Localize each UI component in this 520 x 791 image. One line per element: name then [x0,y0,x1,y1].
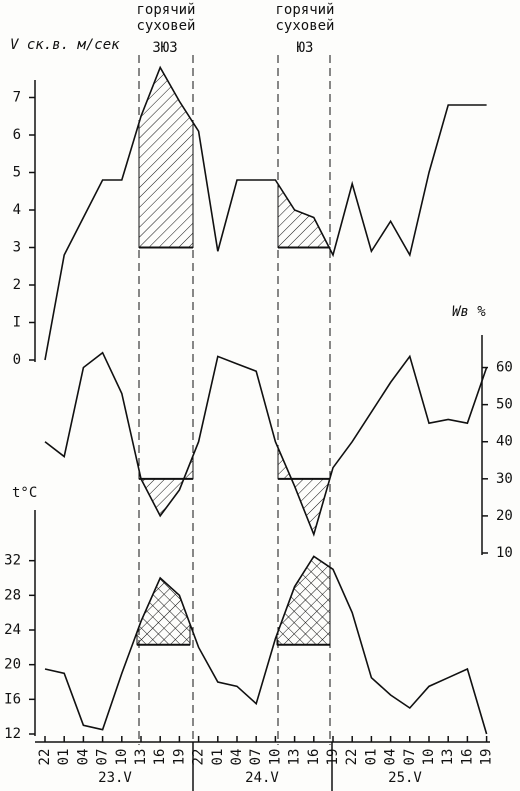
y-axis-label: t°C [12,485,37,501]
x-tick-label: 19 [479,749,495,766]
y-tick-label: 5 [13,165,21,181]
annotation: горячий [136,2,195,18]
x-tick-label: 07 [248,749,264,766]
y-tick-label: 0 [13,352,21,368]
annotation: горячий [275,2,334,18]
wind-direction: ЮЗ [297,40,314,56]
x-tick-label: 16 [152,749,168,766]
annotation: суховей [136,18,195,34]
x-tick-label: 22 [37,749,53,766]
x-tick-label: 04 [229,749,245,766]
y-axis-label: Wв % [452,304,486,320]
x-tick-label: 22 [191,749,207,766]
x-tick-label: 10 [114,749,130,766]
y-tick-label: 10 [496,545,513,561]
y-tick-label: 12 [4,726,21,742]
y-tick-label: 20 [496,508,513,524]
y-tick-label: 20 [4,657,21,673]
y-tick-label: 60 [496,360,513,376]
x-tick-label: 13 [133,749,149,766]
y-tick-label: 6 [13,127,21,143]
day-label: 25.V [388,770,422,786]
y-tick-label: 32 [4,553,21,569]
y-tick-label: 50 [496,397,513,413]
hatched-area [138,66,194,248]
wind-direction: ЗЮЗ [152,40,177,56]
x-tick-label: 19 [171,749,187,766]
annotation: суховей [275,18,334,34]
x-tick-label: 16 [459,749,475,766]
y-tick-label: 40 [496,434,513,450]
y-axis-label: V ск.в. м/сек [10,37,120,53]
line [44,351,488,537]
y-tick-label: 7 [13,90,21,106]
day-label: 23.V [98,770,132,786]
x-tick-label: 01 [210,749,226,766]
x-tick-label: 01 [56,749,72,766]
hatched-area [276,555,331,646]
hatched-area [277,182,331,250]
x-tick-label: 22 [344,749,360,766]
x-tick-label: 07 [95,749,111,766]
x-tick-label: 13 [287,749,303,766]
hatched-area [277,447,331,536]
day-label: 24.V [245,770,279,786]
x-tick-label: 04 [75,749,91,766]
x-tick-label: 13 [440,749,456,766]
y-tick-label: 24 [4,622,21,638]
x-tick-label: 04 [383,749,399,766]
x-tick-label: 01 [363,749,379,766]
line [44,65,487,361]
x-tick-label: 10 [267,749,283,766]
line [44,555,488,735]
y-tick-label: 3 [13,240,21,256]
x-tick-label: 10 [421,749,437,766]
y-tick-label: 30 [496,471,513,487]
x-tick-label: 16 [306,749,322,766]
x-tick-label: 19 [325,749,341,766]
y-tick-label: 2 [13,277,21,293]
y-tick-label: 4 [13,202,21,218]
y-tick-label: I [13,315,21,331]
y-tick-label: I6 [4,691,21,707]
y-tick-label: 28 [4,587,21,603]
x-tick-label: 07 [402,749,418,766]
